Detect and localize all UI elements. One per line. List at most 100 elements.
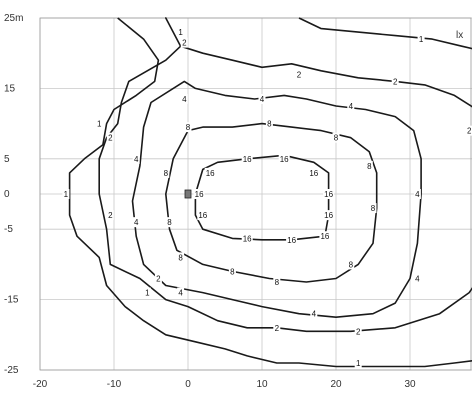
- contour-label: 8: [167, 218, 172, 227]
- contour-label: 8: [367, 162, 372, 171]
- contour-label-background: [391, 76, 399, 87]
- contour-label: 8: [275, 278, 280, 287]
- contour-label: 4: [415, 274, 420, 283]
- contour-label-background: [278, 153, 290, 164]
- contour-label-background: [132, 217, 140, 228]
- contour-label: 16: [206, 169, 215, 178]
- y-tick-label: 25m: [4, 13, 23, 24]
- contour-label-background: [166, 217, 173, 228]
- y-tick-label: -5: [4, 224, 13, 235]
- contour-label: 8: [267, 120, 272, 129]
- contour-label-background: [143, 287, 151, 298]
- contour-label-background: [95, 118, 103, 129]
- contour-label-background: [241, 233, 253, 244]
- y-tick-label: 5: [4, 154, 10, 165]
- contour-label-background: [62, 189, 70, 199]
- contour-label: 1: [97, 120, 102, 129]
- contour-label-background: [286, 234, 298, 245]
- contour-label-background: [273, 277, 281, 287]
- contour-label: 2: [275, 324, 280, 333]
- contour-label: 4: [182, 95, 187, 104]
- luminaire-marker: [184, 189, 192, 199]
- contour-label-background: [319, 231, 331, 242]
- contour-label: 16: [320, 232, 329, 241]
- contour-label: 4: [415, 190, 420, 199]
- contour-label-background: [193, 189, 205, 199]
- contour-label: 2: [182, 39, 187, 48]
- contour-label-background: [177, 252, 185, 263]
- contour-label-background: [310, 308, 318, 319]
- contour-label: 16: [198, 211, 207, 220]
- contour-label-background: [106, 132, 114, 143]
- contour-label-background: [465, 125, 472, 136]
- x-tick-label: 0: [185, 379, 191, 390]
- contour-label-background: [308, 167, 320, 178]
- contour-label: 2: [156, 274, 161, 283]
- contour-label: 8: [186, 123, 191, 132]
- contour-label-background: [354, 326, 362, 337]
- contour-label: 8: [230, 267, 235, 276]
- contour-label-background: [197, 210, 209, 221]
- contour-label-background: [162, 167, 170, 178]
- y-tick-label: 0: [4, 189, 10, 200]
- contour-label: 16: [280, 155, 289, 164]
- grid-layer: [39, 17, 472, 371]
- contour-label: 16: [243, 234, 252, 243]
- contour-label-background: [323, 210, 335, 221]
- contour-label-layer: 1111111222222222444444444888888888881616…: [62, 27, 472, 368]
- contour-label-background: [106, 210, 114, 221]
- contour-label: 2: [108, 134, 113, 143]
- contour-label-background: [365, 160, 373, 171]
- contour-label-background: [265, 118, 273, 129]
- contour-line-2: [98, 17, 472, 333]
- contour-label-background: [347, 259, 355, 270]
- contour-label: 4: [349, 102, 354, 111]
- contour-label: 4: [260, 95, 265, 104]
- contour-label-background: [295, 69, 303, 80]
- contour-label: 8: [164, 169, 169, 178]
- contour-label-background: [273, 322, 281, 333]
- contour-label-background: [323, 189, 335, 199]
- contour-label-background: [177, 27, 185, 38]
- contour-label-background: [180, 37, 188, 48]
- x-tick-label: 30: [404, 379, 416, 390]
- contour-label-background: [354, 357, 362, 368]
- x-tick-label: -20: [33, 379, 48, 390]
- contour-label-background: [413, 189, 421, 199]
- contour-label: 16: [309, 169, 318, 178]
- contour-label-background: [132, 153, 140, 164]
- contour-label: 1: [178, 28, 183, 37]
- contour-label-background: [241, 153, 253, 164]
- unit-label: lx: [456, 30, 463, 41]
- contour-label: 2: [393, 77, 398, 86]
- contour-label-background: [177, 287, 185, 298]
- contour-label: 2: [297, 70, 302, 79]
- contour-label: 2: [467, 127, 472, 136]
- contour-label: 1: [356, 359, 361, 368]
- x-tick-label: 10: [256, 379, 268, 390]
- contour-label: 16: [243, 155, 252, 164]
- contour-label: 1: [64, 190, 69, 199]
- contour-line-1: [298, 17, 472, 50]
- contour-label: 1: [145, 289, 150, 298]
- contour-label: 16: [287, 236, 296, 245]
- contour-label: 8: [334, 134, 339, 143]
- y-tick-label: -15: [4, 295, 19, 306]
- contour-label: 8: [178, 253, 183, 262]
- contour-label: 4: [134, 155, 139, 164]
- x-tick-label: 20: [330, 379, 342, 390]
- contour-label-background: [258, 93, 266, 104]
- contour-label: 4: [178, 289, 183, 298]
- y-tick-label: -25: [4, 365, 19, 376]
- contour-label: 4: [134, 218, 139, 227]
- contour-label-background: [204, 167, 216, 178]
- contour-label-background: [228, 266, 236, 277]
- contour-label-background: [413, 273, 421, 284]
- contour-label-background: [369, 203, 377, 214]
- contour-label-background: [332, 132, 340, 143]
- contour-label: 2: [356, 327, 361, 336]
- contour-label: 2: [108, 211, 113, 220]
- contour-label: 8: [371, 204, 376, 213]
- x-tick-label: -10: [107, 379, 122, 390]
